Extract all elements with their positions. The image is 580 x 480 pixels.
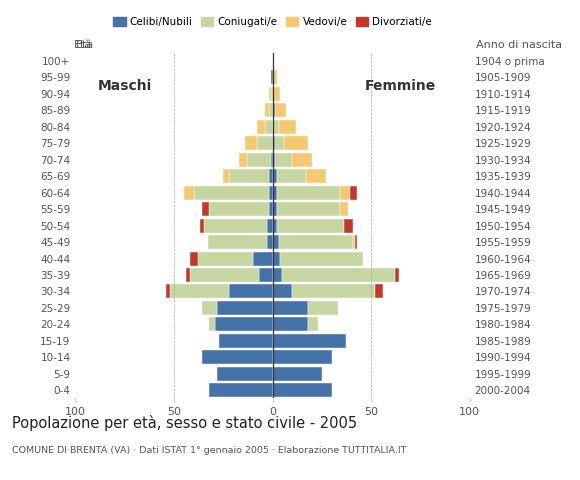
Legend: Celibi/Nubili, Coniugati/e, Vedovi/e, Divorziati/e: Celibi/Nubili, Coniugati/e, Vedovi/e, Di… (109, 13, 436, 31)
Bar (292, 285, 375, 299)
Bar (269, 186, 273, 200)
Bar (273, 301, 308, 315)
Bar (292, 153, 312, 167)
Bar (229, 169, 269, 183)
Bar (271, 71, 273, 84)
Bar (273, 285, 292, 299)
Bar (209, 317, 215, 331)
Bar (277, 169, 306, 183)
Bar (257, 136, 273, 150)
Bar (202, 301, 218, 315)
Bar (284, 136, 308, 150)
Text: Anno di nascita: Anno di nascita (477, 40, 563, 50)
Bar (274, 153, 292, 167)
Bar (184, 186, 194, 200)
Bar (356, 235, 357, 249)
Bar (190, 268, 259, 282)
Bar (269, 202, 273, 216)
Bar (273, 103, 274, 118)
Bar (306, 169, 326, 183)
Bar (273, 218, 277, 233)
Bar (273, 186, 277, 200)
Bar (353, 235, 356, 249)
Bar (202, 350, 273, 364)
Bar (247, 153, 271, 167)
Bar (340, 186, 350, 200)
Bar (170, 285, 229, 299)
Bar (273, 334, 346, 348)
Bar (395, 268, 399, 282)
Text: Maschi: Maschi (97, 79, 152, 93)
Bar (274, 136, 284, 150)
Bar (271, 153, 273, 167)
Bar (186, 268, 190, 282)
Bar (273, 202, 277, 216)
Bar (273, 235, 278, 249)
Bar (273, 71, 277, 84)
Bar (273, 383, 332, 397)
Bar (223, 169, 229, 183)
Bar (208, 235, 267, 249)
Bar (278, 235, 353, 249)
Bar (277, 186, 340, 200)
Text: Età: Età (74, 39, 92, 49)
Bar (239, 153, 247, 167)
Bar (229, 285, 273, 299)
Bar (273, 317, 308, 331)
Bar (194, 186, 269, 200)
Bar (277, 218, 343, 233)
Bar (271, 87, 273, 101)
Bar (273, 350, 332, 364)
Bar (269, 87, 271, 101)
Bar (277, 202, 340, 216)
Bar (282, 268, 395, 282)
Bar (209, 383, 273, 397)
Bar (204, 218, 267, 233)
Bar (269, 169, 273, 183)
Bar (264, 103, 269, 118)
Bar (278, 120, 296, 134)
Bar (264, 120, 273, 134)
Bar (343, 218, 353, 233)
Text: COMUNE DI BRENTA (VA) · Dati ISTAT 1° gennaio 2005 · Elaborazione TUTTITALIA.IT: COMUNE DI BRENTA (VA) · Dati ISTAT 1° ge… (12, 446, 406, 456)
Bar (267, 218, 273, 233)
Bar (198, 252, 253, 265)
Bar (166, 285, 170, 299)
Text: Età: Età (75, 40, 93, 50)
Bar (308, 301, 338, 315)
Bar (308, 317, 318, 331)
Bar (375, 285, 383, 299)
Bar (218, 301, 273, 315)
Bar (350, 186, 357, 200)
Bar (273, 153, 274, 167)
Bar (259, 268, 273, 282)
Bar (273, 169, 277, 183)
Bar (202, 202, 209, 216)
Bar (273, 367, 322, 381)
Bar (273, 252, 281, 265)
Bar (215, 317, 273, 331)
Bar (273, 87, 281, 101)
Text: Popolazione per età, sesso e stato civile - 2005: Popolazione per età, sesso e stato civil… (12, 415, 357, 431)
Bar (209, 202, 269, 216)
Bar (273, 268, 282, 282)
Bar (269, 103, 273, 118)
Bar (267, 235, 273, 249)
Bar (219, 334, 273, 348)
Bar (190, 252, 198, 265)
Bar (273, 136, 274, 150)
Bar (274, 103, 287, 118)
Bar (281, 252, 363, 265)
Bar (273, 120, 278, 134)
Text: Femmine: Femmine (365, 79, 436, 93)
Bar (257, 120, 264, 134)
Bar (218, 367, 273, 381)
Bar (253, 252, 273, 265)
Bar (200, 218, 204, 233)
Bar (245, 136, 257, 150)
Bar (340, 202, 347, 216)
